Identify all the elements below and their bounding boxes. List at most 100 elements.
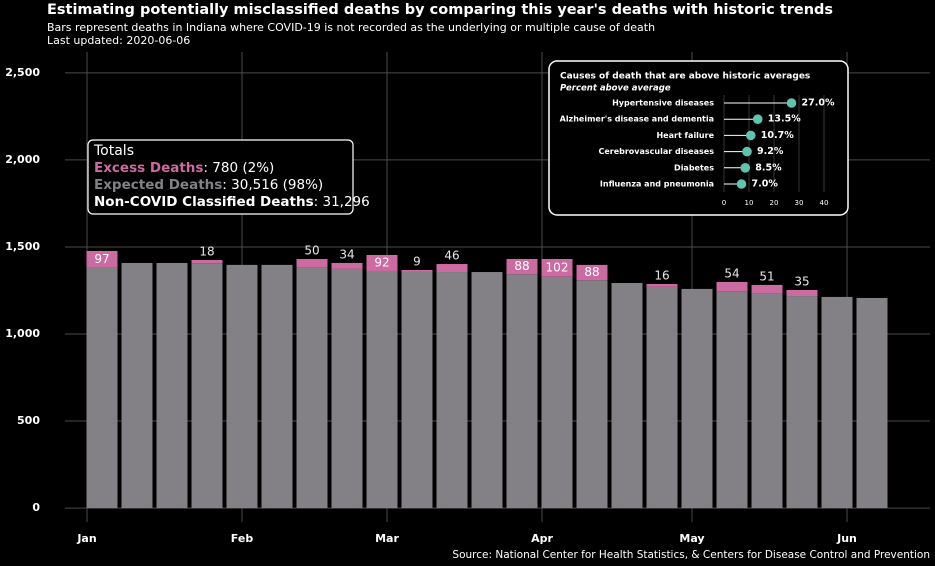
bar-segment: [646, 286, 678, 509]
lollipop-dot: [745, 130, 756, 141]
bar-segment: [296, 267, 328, 509]
data-label: 102: [546, 260, 569, 274]
y-tick-label: 2,000: [5, 153, 40, 166]
data-label: 50: [304, 243, 319, 257]
bar-segment: [786, 289, 818, 297]
bar-segment: [156, 262, 188, 509]
x-tick-label: Mar: [375, 532, 399, 545]
bar-segment: [541, 258, 573, 277]
value-label: 8.5%: [755, 162, 782, 173]
category-label: Cerebrovascular diseases: [598, 147, 714, 156]
data-label: 16: [654, 269, 669, 283]
data-label: 46: [444, 249, 459, 263]
bar-segment: [121, 262, 153, 509]
category-label: Diabetes: [674, 163, 714, 172]
x-tick-label: Jan: [76, 532, 96, 545]
totals-title: Totals: [93, 143, 134, 159]
data-label: 51: [759, 269, 774, 283]
data-label: 92: [374, 255, 389, 269]
totals-label: Expected Deaths: [94, 177, 222, 193]
lollipop-dot: [736, 179, 747, 189]
bar-segment: [786, 296, 818, 509]
y-tick-label: 0: [32, 501, 40, 514]
x-tick-label: Feb: [231, 532, 254, 545]
bar-segment: [86, 250, 118, 268]
value-label: 27.0%: [802, 98, 835, 109]
value-label: 10.7%: [761, 130, 794, 141]
bar-segment: [506, 258, 538, 275]
x-tick-label: May: [679, 532, 704, 545]
source: Source: National Center for Health Stati…: [452, 549, 930, 561]
bar-segment: [436, 272, 468, 509]
lollipop-dot: [786, 98, 797, 108]
updated: Last updated: 2020-06-06: [47, 34, 190, 47]
value-label: 13.5%: [768, 114, 801, 125]
inset: Causes of death that are above historic …: [548, 60, 849, 216]
value-label: 7.0%: [752, 179, 779, 190]
value-label: 9.2%: [757, 146, 784, 157]
bar-segment: [191, 260, 223, 264]
totals-row: Expected Deaths: 30,516 (98%): [94, 177, 323, 193]
bar-segment: [401, 271, 433, 509]
bar-segment: [191, 263, 223, 509]
category-label: Alzheimer's disease and dementia: [560, 115, 714, 124]
bar-segment: [716, 291, 748, 509]
lollipop-dot: [752, 114, 763, 124]
totals-frame: [87, 139, 354, 215]
data-label: 9: [413, 254, 421, 268]
totals-text: : 780 (2%): [203, 160, 274, 176]
bar-segment: [681, 288, 713, 509]
data-label: 35: [794, 274, 809, 288]
bar-segment: [821, 296, 853, 509]
subtitle: Bars represent deaths in Indiana where C…: [47, 21, 655, 34]
lollipop-dot: [742, 146, 752, 157]
data-label: 88: [584, 265, 599, 279]
bar-segment: [646, 284, 678, 287]
bar-segment: [226, 264, 258, 509]
bar-segment: [401, 269, 433, 272]
bar-segment: [506, 274, 538, 509]
inset-title: Causes of death that are above historic …: [560, 72, 810, 82]
x-tick-label: 30: [795, 199, 804, 207]
data-label: 97: [94, 252, 109, 266]
bar-segment: [716, 281, 748, 292]
chart-title: Estimating potentially misclassified dea…: [47, 2, 833, 18]
data-label: 88: [514, 259, 529, 273]
inset-subtitle: Percent above average: [560, 84, 671, 94]
lollipop-dot: [740, 163, 751, 173]
y-tick-label: 1,500: [5, 240, 40, 253]
bar-segment: [86, 267, 118, 509]
totals-text: : 31,296: [314, 194, 370, 210]
totals-label: Excess Deaths: [94, 160, 203, 176]
totals-box: Totals Excess Deaths: 780 (2%) Expected …: [87, 139, 370, 215]
category-label: Heart failure: [656, 131, 714, 140]
bar-segment: [541, 276, 573, 509]
x-tick-label: 0: [722, 199, 726, 207]
x-tick-label: 40: [820, 199, 829, 207]
data-label: 18: [199, 245, 214, 259]
totals-label: Non-COVID Classified Deaths: [94, 194, 314, 210]
bar-segment: [576, 280, 608, 509]
bar-segment: [751, 284, 783, 294]
bar-segment: [856, 297, 888, 509]
bar-segment: [436, 264, 468, 273]
totals-text: : 30,516 (98%): [222, 177, 323, 193]
bar-segment: [261, 264, 293, 509]
y-tick-label: 2,500: [5, 66, 40, 79]
bar-segment: [366, 270, 398, 509]
x-tick-label: 20: [770, 199, 779, 207]
category-label: Hypertensive diseases: [612, 99, 714, 108]
bar-segment: [331, 268, 363, 509]
totals-row: Excess Deaths: 780 (2%): [94, 160, 274, 176]
x-tick-label: Apr: [531, 532, 553, 545]
bar-segment: [611, 282, 643, 509]
x-tick-label: Jun: [836, 532, 857, 545]
bar-segment: [366, 254, 398, 271]
inset-frame: [548, 60, 849, 216]
totals-row: Non-COVID Classified Deaths: 31,296: [94, 194, 370, 210]
x-tick-label: 10: [745, 199, 754, 207]
y-tick-label: 1,000: [5, 327, 40, 340]
bar-segment: [471, 272, 503, 509]
bar-segment: [576, 264, 608, 281]
